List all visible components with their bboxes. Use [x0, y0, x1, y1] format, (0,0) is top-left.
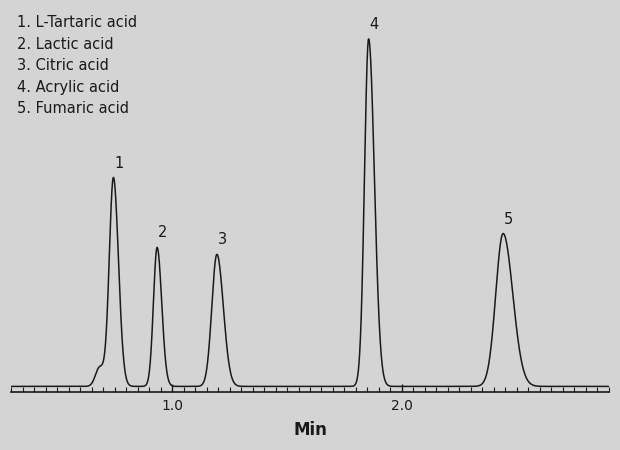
- Text: 5: 5: [504, 212, 513, 226]
- Text: 1: 1: [115, 156, 124, 171]
- Text: 3: 3: [218, 232, 227, 248]
- Text: 1. L-Tartaric acid
2. Lactic acid
3. Citric acid
4. Acrylic acid
5. Fumaric acid: 1. L-Tartaric acid 2. Lactic acid 3. Cit…: [17, 15, 137, 116]
- Text: 2: 2: [158, 225, 167, 240]
- Text: 4: 4: [370, 17, 379, 32]
- X-axis label: Min: Min: [293, 421, 327, 439]
